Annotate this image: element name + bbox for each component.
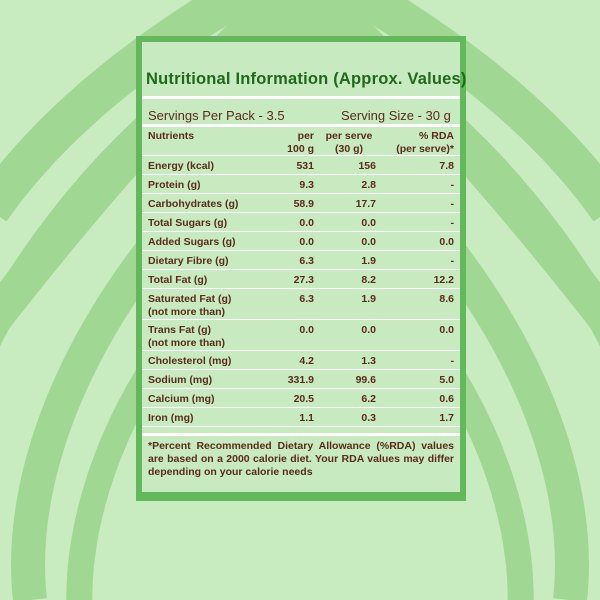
value-per-100g: 4.2: [299, 355, 314, 367]
row-divider: [142, 426, 460, 427]
value-per-serve: 17.7: [355, 198, 376, 210]
value-per-100g: 0.0: [299, 324, 314, 336]
row-divider: [142, 369, 460, 370]
row-divider: [142, 193, 460, 194]
nutrient-label: Carbohydrates (g): [148, 198, 239, 210]
row-divider: [142, 388, 460, 389]
nutrient-label: Cholesterol (mg): [148, 355, 232, 367]
value-rda: 12.2: [433, 274, 454, 286]
value-per-100g: 58.9: [293, 198, 314, 210]
value-per-serve: 0.0: [361, 236, 376, 248]
panel-title: Nutritional Information (Approx. Values): [146, 70, 467, 88]
value-rda: -: [450, 355, 455, 367]
value-per-100g: 331.9: [287, 374, 314, 386]
row-divider: [142, 250, 460, 251]
nutrient-label: Calcium (mg): [148, 393, 215, 405]
value-per-serve: 2.8: [361, 179, 376, 191]
row-divider: [142, 288, 460, 289]
footnote: *Percent Recommended Dietary Allowance (…: [148, 440, 454, 478]
value-per-serve: 1.9: [361, 255, 376, 267]
row-divider: [142, 319, 460, 320]
value-rda: -: [450, 198, 455, 210]
value-per-100g: 0.0: [299, 217, 314, 229]
value-per-serve: 1.3: [361, 355, 376, 367]
nutrition-card: [136, 36, 466, 501]
value-per-serve: 0.0: [361, 217, 376, 229]
value-rda: -: [450, 217, 455, 229]
nutrient-label: Energy (kcal): [148, 160, 214, 172]
value-per-100g: 20.5: [293, 393, 314, 405]
value-per-serve: 8.2: [361, 274, 376, 286]
nutrient-label: Trans Fat (g) (not more than): [148, 324, 225, 349]
value-rda: 0.6: [439, 393, 454, 405]
value-rda: 0.0: [439, 324, 454, 336]
value-per-serve: 6.2: [361, 393, 376, 405]
value-rda: -: [450, 255, 455, 267]
value-per-100g: 1.1: [299, 412, 314, 424]
value-per-100g: 27.3: [293, 274, 314, 286]
nutrient-label: Sodium (mg): [148, 374, 213, 386]
header-per-100g: per 100 g: [287, 130, 314, 155]
value-per-100g: 531: [296, 160, 314, 172]
value-per-serve: 0.0: [361, 324, 376, 336]
row-divider: [142, 155, 460, 156]
servings-per-pack: Servings Per Pack - 3.5: [148, 108, 285, 123]
value-rda: -: [450, 179, 455, 191]
nutrient-label: Total Sugars (g): [148, 217, 228, 229]
serving-divider: [142, 124, 460, 127]
value-per-100g: 9.3: [299, 179, 314, 191]
value-rda: 5.0: [439, 374, 454, 386]
row-divider: [142, 407, 460, 408]
value-rda: 1.7: [439, 412, 454, 424]
footnote-divider: [142, 433, 460, 436]
value-per-serve: 0.3: [361, 412, 376, 424]
value-per-100g: 0.0: [299, 236, 314, 248]
row-divider: [142, 269, 460, 270]
row-divider: [142, 231, 460, 232]
nutrient-label: Total Fat (g): [148, 274, 208, 286]
value-per-serve: 156: [358, 160, 376, 172]
nutrient-label: Protein (g): [148, 179, 201, 191]
value-per-100g: 6.3: [299, 293, 314, 305]
header-nutrients: Nutrients: [148, 130, 195, 142]
row-divider: [142, 212, 460, 213]
nutrient-label: Saturated Fat (g) (not more than): [148, 293, 232, 318]
row-divider: [142, 350, 460, 351]
nutrient-label: Iron (mg): [148, 412, 194, 424]
header-per-serve: per serve (30 g): [325, 130, 373, 155]
value-per-serve: 1.9: [361, 293, 376, 305]
nutrition-panel: [142, 42, 460, 492]
value-per-100g: 6.3: [299, 255, 314, 267]
row-divider: [142, 174, 460, 175]
header-rda: % RDA (per serve)*: [396, 130, 454, 155]
nutrient-label: Added Sugars (g): [148, 236, 236, 248]
serving-size: Serving Size - 30 g: [341, 108, 451, 123]
value-rda: 7.8: [439, 160, 454, 172]
nutrient-label: Dietary Fibre (g): [148, 255, 229, 267]
value-per-serve: 99.6: [355, 374, 376, 386]
title-divider: [142, 96, 460, 99]
value-rda: 8.6: [439, 293, 454, 305]
value-rda: 0.0: [439, 236, 454, 248]
